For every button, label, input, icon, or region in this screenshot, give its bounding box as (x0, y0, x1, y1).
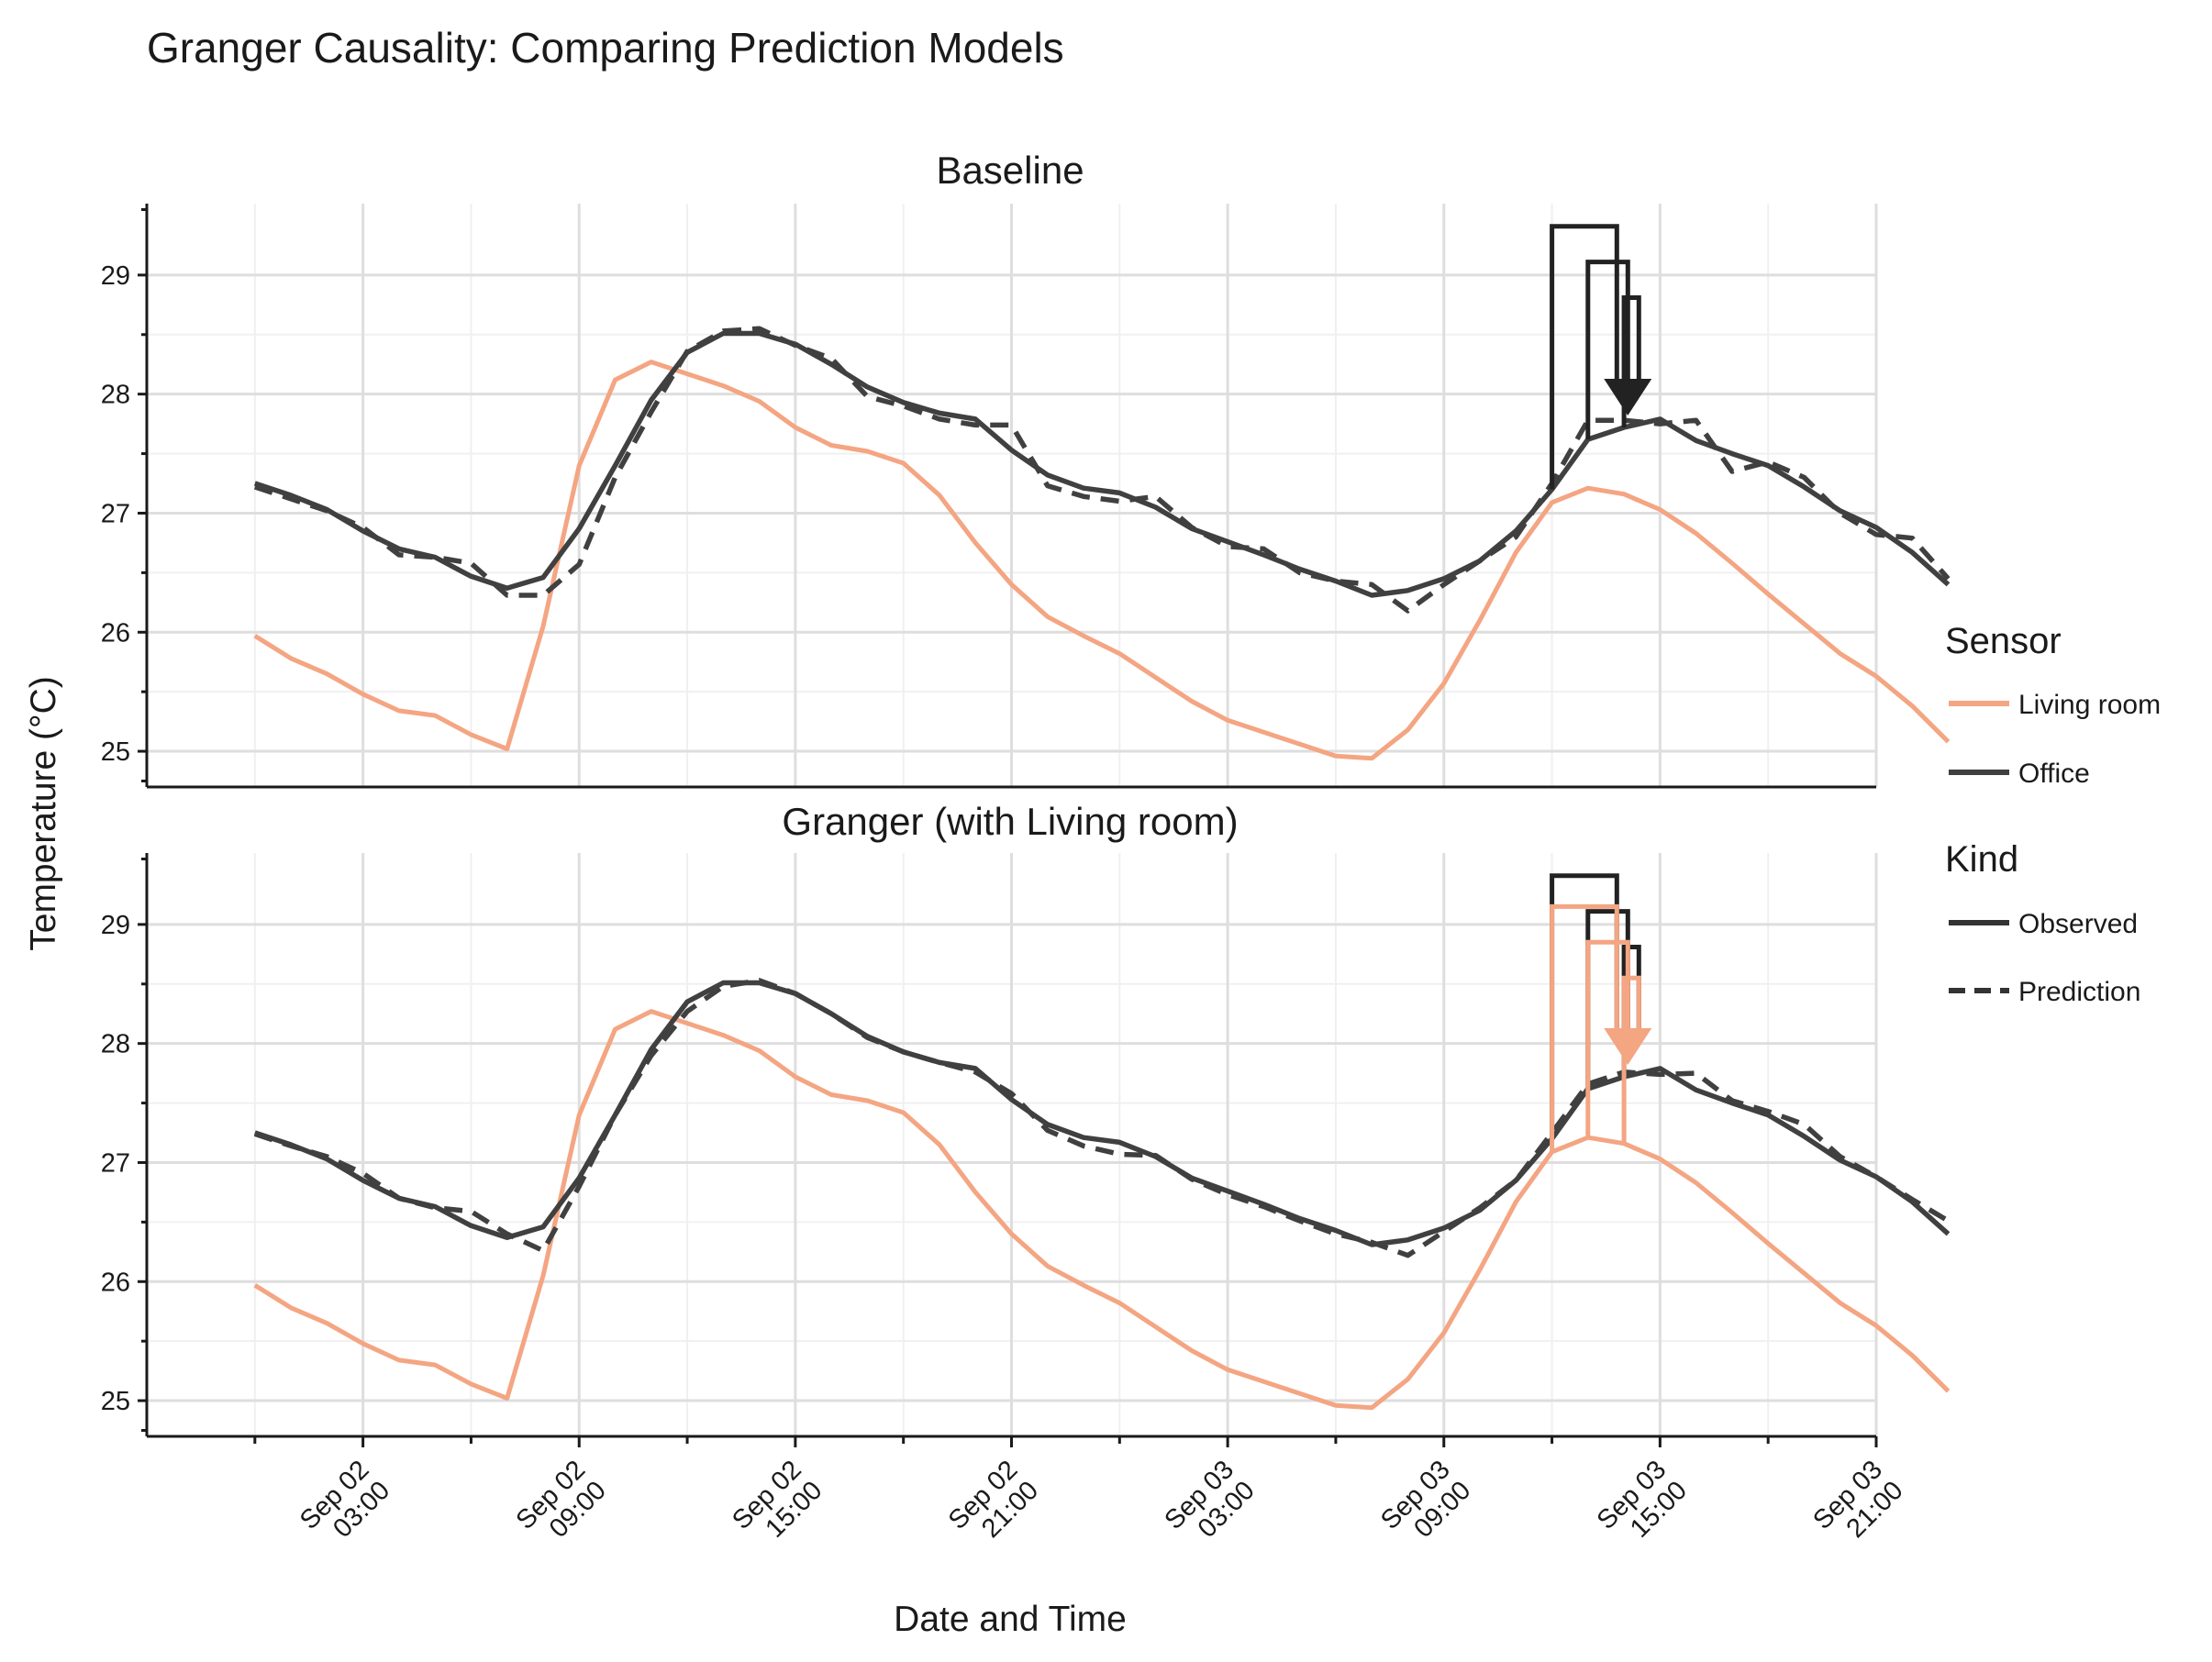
x-tick-label: Sep 0221:00 (943, 1455, 1044, 1556)
legend-label-prediction: Prediction (2018, 977, 2140, 1007)
x-tick-label: Sep 0309:00 (1375, 1455, 1476, 1556)
granger-arrow-living-room (1550, 903, 1619, 1152)
y-tick-label: 25 (101, 737, 130, 767)
granger-arrow-living-room (1585, 939, 1630, 1138)
panel-granger: Granger (with Living room) 25 26 27 28 29 (101, 800, 1951, 1438)
legend-label-living-room: Living room (2018, 690, 2161, 720)
granger-arrow-office (1585, 260, 1630, 439)
legend-label-office: Office (2018, 759, 2090, 789)
series-office-prediction-line (253, 978, 1950, 1258)
panel-title-granger: Granger (with Living room) (782, 800, 1238, 843)
x-tick-label: Sep 0209:00 (511, 1455, 612, 1556)
series-living-room-line (253, 1009, 1951, 1411)
granger-arrow-office (1550, 224, 1619, 490)
legend-kind-title: Kind (1945, 839, 2018, 880)
granger-arrow-head (1604, 379, 1652, 416)
granger-arrow-head (1604, 1028, 1652, 1066)
panel-title-baseline: Baseline (936, 149, 1084, 192)
y-tick-label: 27 (101, 1148, 130, 1178)
x-tick-label: Sep 0303:00 (1159, 1455, 1260, 1556)
y-tick-label: 29 (101, 911, 130, 940)
x-tick-label: Sep 0215:00 (727, 1455, 828, 1556)
y-tick-label: 25 (101, 1387, 130, 1416)
y-tick-label: 26 (101, 618, 130, 648)
x-axis-title: Date and Time (894, 1600, 1127, 1639)
chart-title: Granger Causality: Comparing Prediction … (147, 24, 1064, 72)
panel-baseline: Baseline 25 26 27 28 29 (101, 149, 1951, 789)
series-office-observed-line (253, 980, 1951, 1247)
legend: Sensor Living room Office Kind Observed … (1945, 621, 2161, 1007)
legend-label-observed: Observed (2018, 909, 2138, 939)
x-tick-label: Sep 0203:00 (295, 1455, 395, 1556)
series-office-prediction-line (253, 326, 1951, 614)
y-tick-label: 28 (101, 1030, 130, 1059)
y-tick-label: 27 (101, 499, 130, 528)
series-office-observed-line (253, 330, 1951, 598)
y-axis-title: Temperature (°C) (24, 676, 63, 951)
y-tick-label: 29 (101, 261, 130, 291)
granger-arrow-office (1621, 295, 1641, 427)
x-axis-ticks: Sep 0203:00 Sep 0209:00 Sep 0215:00 Sep 022… (253, 1436, 1909, 1556)
x-tick-label: Sep 0315:00 (1592, 1455, 1693, 1556)
x-tick-label: Sep 0321:00 (1807, 1455, 1908, 1556)
legend-sensor-title: Sensor (1945, 621, 2062, 661)
y-tick-label: 26 (101, 1268, 130, 1297)
granger-arrow-living-room (1621, 975, 1641, 1144)
y-tick-label: 28 (101, 381, 130, 410)
series-living-room-line (253, 360, 1951, 761)
granger-arrow-office (1550, 873, 1619, 1139)
